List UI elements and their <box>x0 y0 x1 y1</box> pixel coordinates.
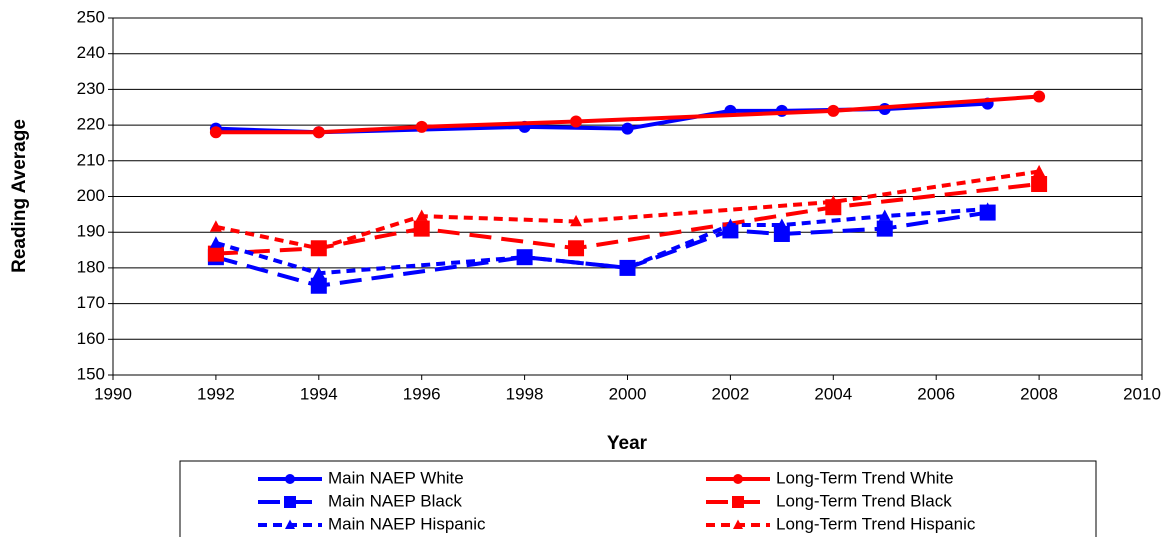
marker <box>878 209 891 221</box>
y-tick-label: 150 <box>77 364 105 383</box>
x-tick-label: 2008 <box>1020 384 1058 403</box>
legend-label: Main NAEP White <box>328 468 464 487</box>
marker <box>621 122 634 135</box>
legend-marker <box>285 474 295 484</box>
x-tick-label: 1994 <box>300 384 338 403</box>
marker <box>876 220 893 237</box>
x-tick-label: 1998 <box>506 384 544 403</box>
y-tick-label: 170 <box>77 293 105 312</box>
marker <box>827 104 840 117</box>
y-tick-label: 190 <box>77 222 105 241</box>
marker <box>312 266 325 279</box>
legend-label: Long-Term Trend Hispanic <box>776 514 976 533</box>
series-line <box>215 182 1040 256</box>
legend-label: Main NAEP Black <box>328 491 462 510</box>
y-tick-label: 250 <box>77 7 105 26</box>
plot-frame <box>112 17 1143 376</box>
y-tick-label: 210 <box>77 150 105 169</box>
series-line <box>215 210 988 288</box>
marker <box>209 220 222 232</box>
legend-box <box>179 460 1097 537</box>
marker <box>1033 90 1046 103</box>
marker <box>209 126 222 139</box>
marker <box>775 218 788 230</box>
y-tick-label: 200 <box>77 186 105 205</box>
x-tick-label: 2010 <box>1123 384 1161 403</box>
marker <box>413 220 430 237</box>
legend-marker <box>284 496 296 508</box>
marker <box>570 115 583 128</box>
legend-marker <box>733 519 743 529</box>
series-line <box>215 206 988 276</box>
marker <box>981 202 994 214</box>
x-axis-label: Year <box>607 433 648 454</box>
x-tick-label: 2000 <box>609 384 647 403</box>
marker <box>312 241 325 254</box>
x-tick-label: 1990 <box>94 384 132 403</box>
x-tick-label: 2006 <box>917 384 955 403</box>
marker <box>415 209 428 221</box>
marker <box>724 218 737 230</box>
x-tick-label: 1996 <box>403 384 441 403</box>
marker <box>570 214 583 227</box>
marker <box>310 277 327 294</box>
marker <box>1033 164 1046 177</box>
marker <box>207 245 224 262</box>
x-tick-label: 2004 <box>814 384 852 403</box>
legend-label: Main NAEP Hispanic <box>328 514 486 533</box>
marker <box>1031 176 1048 193</box>
legend-marker <box>285 519 295 529</box>
legend-marker <box>732 496 744 508</box>
marker <box>773 225 790 242</box>
y-tick-label: 180 <box>77 257 105 276</box>
y-tick-label: 230 <box>77 79 105 98</box>
marker <box>415 120 428 133</box>
marker <box>568 240 585 257</box>
legend-label: Long-Term Trend White <box>776 468 954 487</box>
x-tick-label: 1992 <box>197 384 235 403</box>
y-axis-label: Reading Average <box>9 119 30 273</box>
marker <box>621 261 634 273</box>
y-tick-label: 160 <box>77 329 105 348</box>
legend-label: Long-Term Trend Black <box>776 491 952 510</box>
series-line <box>215 94 1040 135</box>
marker <box>827 195 840 207</box>
y-tick-label: 240 <box>77 43 105 62</box>
marker <box>518 250 531 262</box>
x-tick-label: 2002 <box>711 384 749 403</box>
marker <box>312 126 325 139</box>
legend-marker <box>733 474 743 484</box>
y-tick-label: 220 <box>77 115 105 134</box>
series-line <box>215 169 1040 251</box>
marker <box>209 236 222 248</box>
